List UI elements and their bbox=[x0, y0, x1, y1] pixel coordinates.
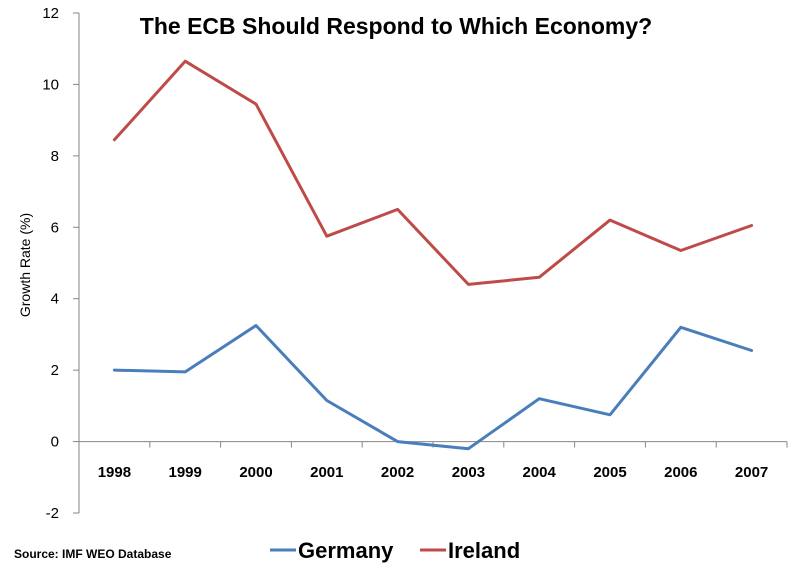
series-line-ireland bbox=[112, 59, 754, 286]
y-tick-label: 2 bbox=[51, 362, 59, 379]
x-tick-label: 2006 bbox=[664, 464, 697, 481]
legend: Germany Ireland bbox=[270, 538, 520, 563]
x-tick-label: 2001 bbox=[310, 464, 343, 481]
x-tick-label: 1999 bbox=[169, 464, 202, 481]
y-tick-label: 0 bbox=[51, 434, 59, 451]
x-tick-label: 2002 bbox=[381, 464, 414, 481]
x-tick-label: 2005 bbox=[593, 464, 626, 481]
x-tick-label: 2000 bbox=[239, 464, 272, 481]
x-tick-label: 2003 bbox=[452, 464, 485, 481]
source-note: Source: IMF WEO Database bbox=[14, 547, 172, 561]
x-tick-label: 2004 bbox=[523, 464, 557, 481]
y-axis: -2 0 2 4 6 8 10 12 bbox=[42, 5, 80, 522]
series-group bbox=[112, 59, 754, 451]
y-tick-label: 8 bbox=[51, 148, 59, 165]
chart-title: The ECB Should Respond to Which Economy? bbox=[140, 13, 652, 39]
x-tick-label: 1998 bbox=[98, 464, 131, 481]
y-tick-label: 10 bbox=[42, 76, 59, 93]
legend-label-germany: Germany bbox=[298, 538, 394, 563]
y-axis-label: Growth Rate (%) bbox=[17, 213, 33, 317]
x-axis: 1998 1999 2000 2001 2002 2003 2004 2005 2006 2007 bbox=[78, 441, 788, 481]
y-tick-label: 6 bbox=[51, 219, 59, 236]
x-tick-label: 2007 bbox=[735, 464, 768, 481]
y-tick-label: 12 bbox=[42, 5, 59, 22]
y-tick-label: -2 bbox=[46, 505, 59, 522]
y-tick-label: 4 bbox=[51, 291, 59, 308]
legend-label-ireland: Ireland bbox=[448, 538, 520, 563]
series-line-germany bbox=[112, 324, 754, 451]
